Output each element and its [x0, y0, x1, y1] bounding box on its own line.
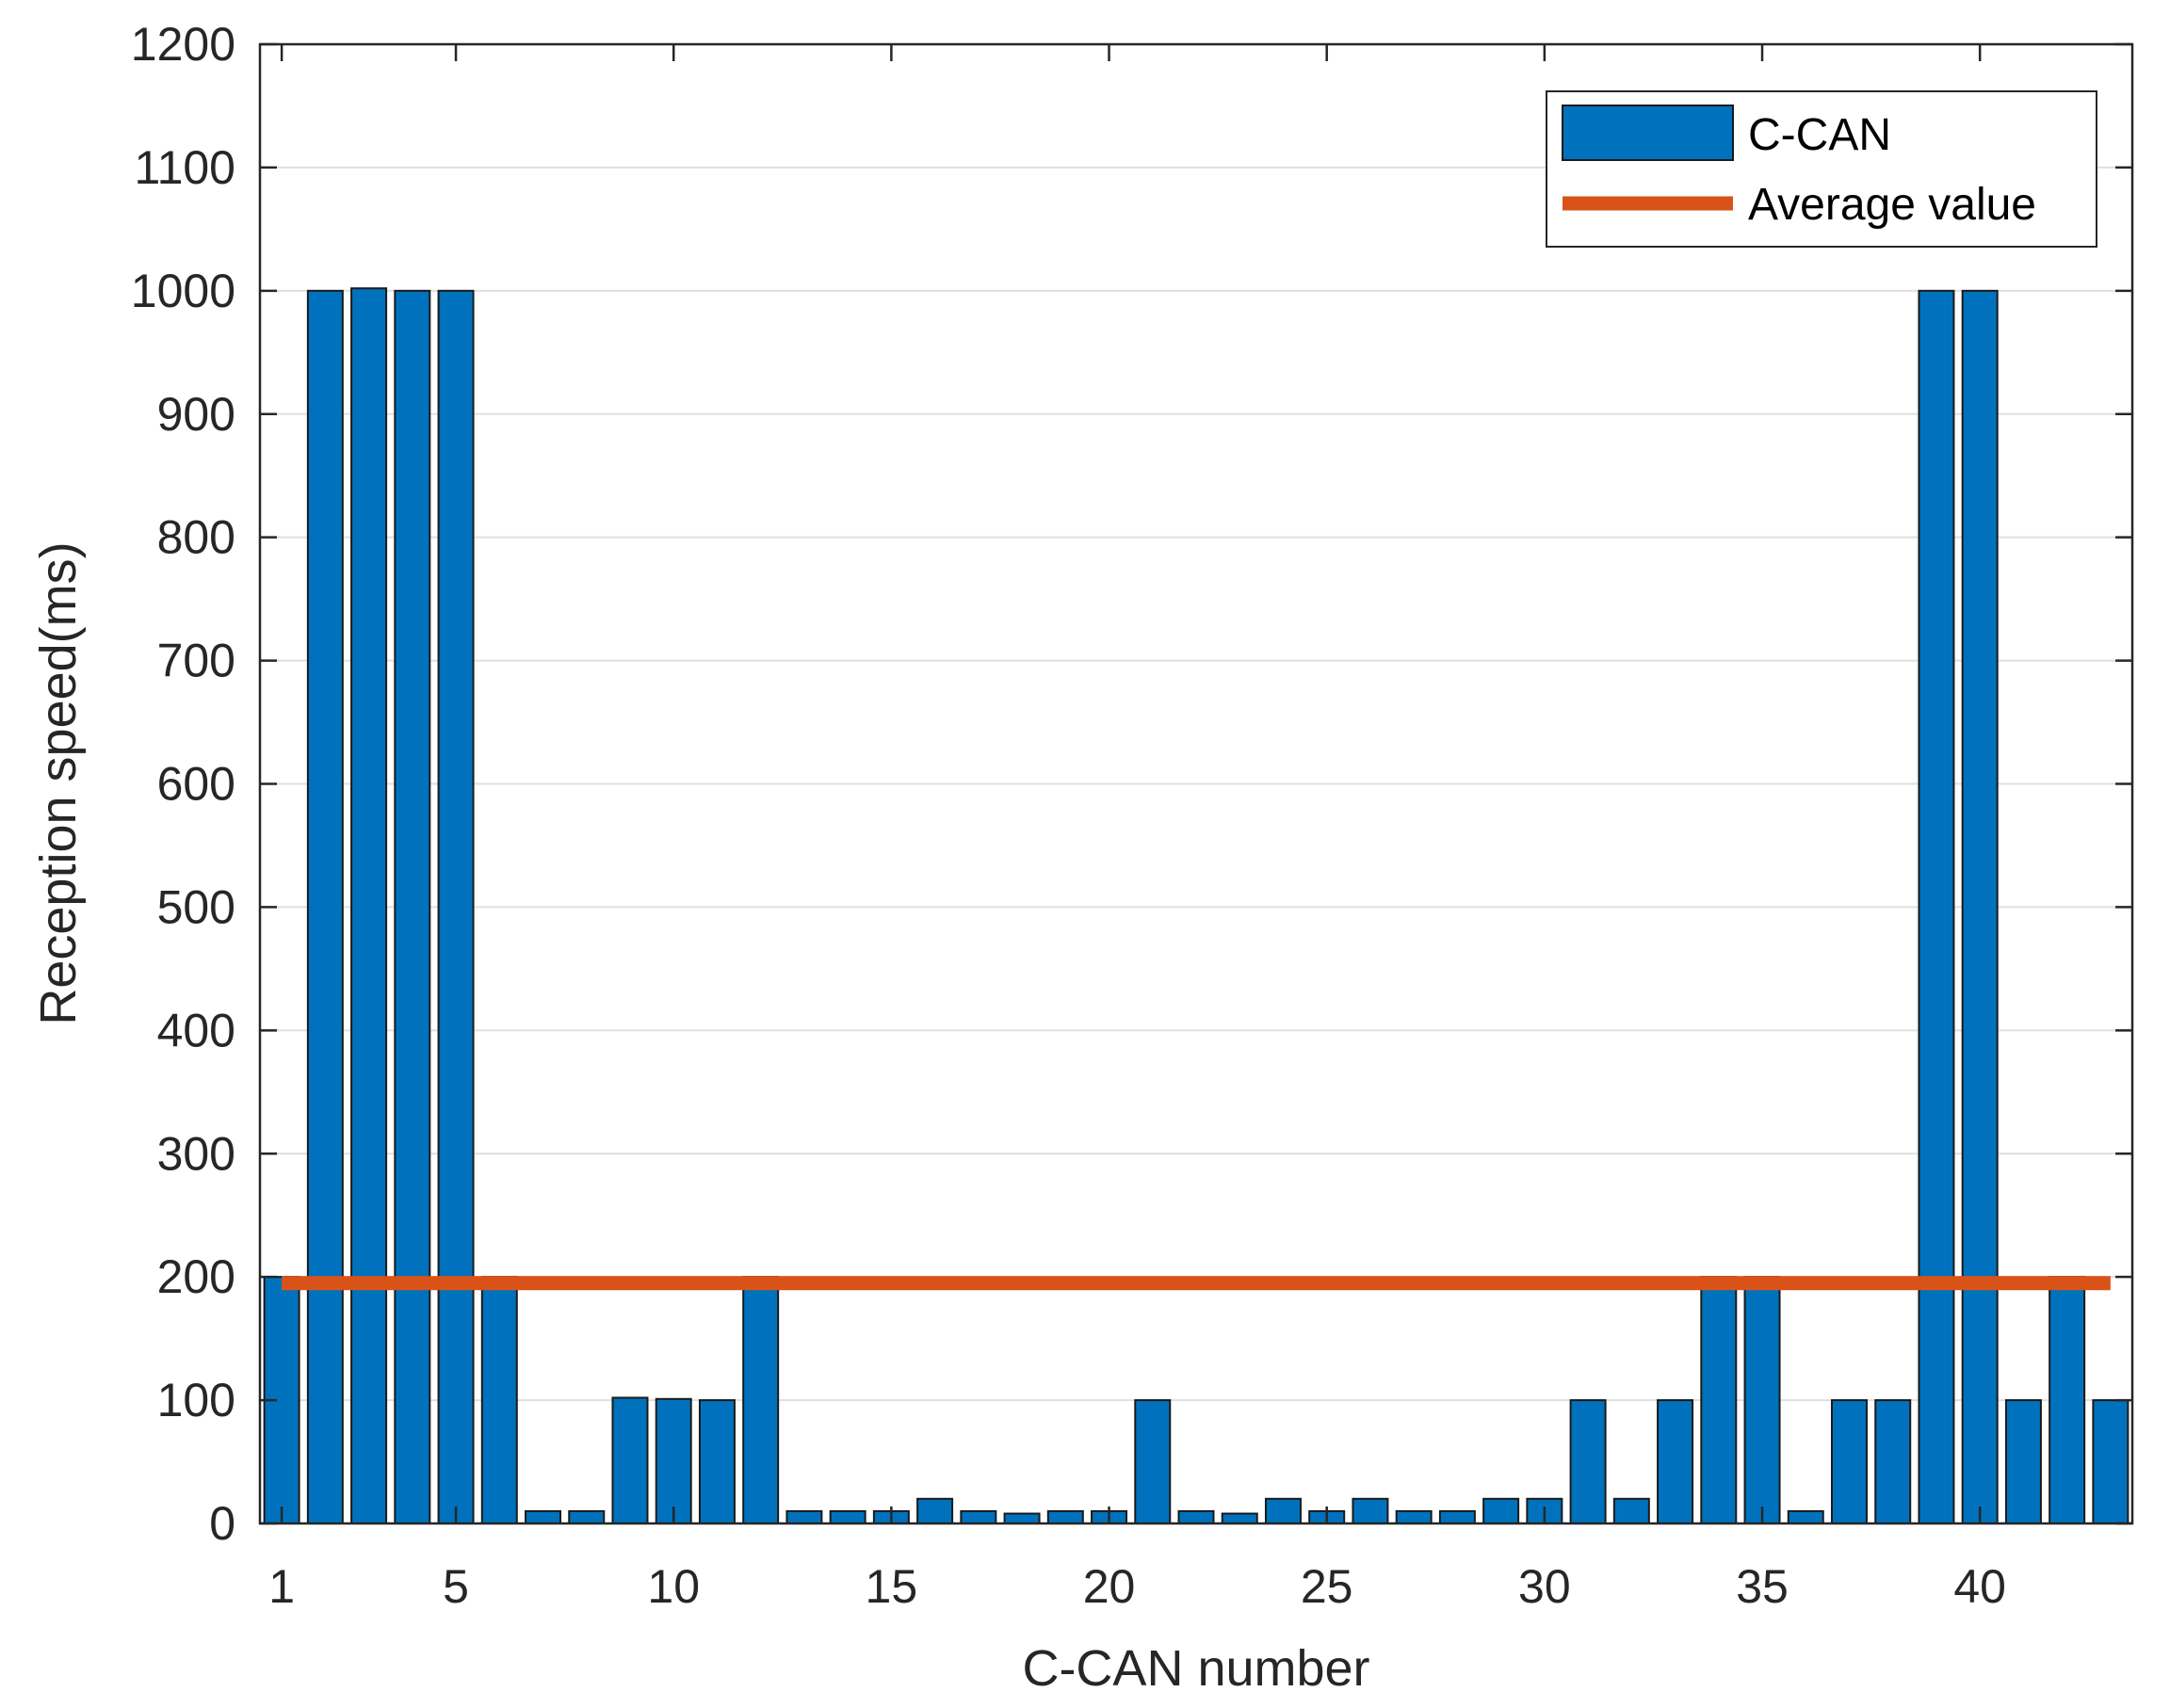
y-tick-label-500: 500 [157, 880, 235, 933]
bar-8 [568, 1509, 606, 1524]
y-tick-label-1100: 1100 [134, 141, 235, 194]
x-tick-label-15: 15 [866, 1560, 918, 1613]
bar-28 [1438, 1509, 1476, 1524]
bar-32 [1612, 1497, 1650, 1524]
bar-33 [1657, 1399, 1694, 1525]
y-tick-label-700: 700 [157, 635, 235, 687]
bar-5 [437, 289, 475, 1524]
y-tick-label-300: 300 [157, 1127, 235, 1180]
x-axis-ticks: 1 5 10 15 20 25 30 35 40 [268, 44, 2006, 1613]
bar-43 [2092, 1399, 2130, 1525]
x-tick-label-25: 25 [1301, 1560, 1353, 1613]
legend-label-average-value: Average value [1748, 180, 2036, 230]
y-tick-label-800: 800 [157, 511, 235, 564]
bar-21 [1134, 1399, 1172, 1525]
bar-37 [1830, 1399, 1868, 1525]
bar-10 [655, 1397, 692, 1524]
y-tick-label-200: 200 [157, 1250, 235, 1303]
bar-27 [1395, 1509, 1433, 1524]
bar-17 [960, 1509, 997, 1524]
bar-23 [1221, 1512, 1258, 1524]
bar-6 [480, 1276, 518, 1524]
y-tick-label-1000: 1000 [131, 265, 235, 317]
y-tick-label-0: 0 [209, 1497, 235, 1550]
bar-36 [1787, 1509, 1824, 1524]
bar-34 [1700, 1276, 1738, 1524]
bar-39 [1918, 289, 1955, 1524]
legend-swatch-c-can [1562, 105, 1734, 161]
bar-4 [394, 289, 431, 1524]
bar-42 [2049, 1276, 2086, 1524]
bar-9 [611, 1396, 649, 1524]
bar-12 [742, 1276, 780, 1524]
bar-3 [350, 287, 388, 1525]
bar-38 [1874, 1399, 1912, 1525]
bar-40 [1961, 289, 1999, 1524]
bar-35 [1743, 1276, 1781, 1524]
bar-11 [698, 1399, 736, 1525]
bar-26 [1352, 1497, 1389, 1524]
bar-41 [2004, 1399, 2042, 1525]
bar-24 [1264, 1497, 1302, 1524]
bar-2 [306, 289, 344, 1524]
bar-7 [525, 1509, 562, 1524]
y-tick-label-400: 400 [157, 1004, 235, 1056]
x-tick-label-5: 5 [443, 1560, 469, 1613]
bar-19 [1046, 1509, 1084, 1524]
bar-29 [1482, 1497, 1520, 1524]
x-tick-label-1: 1 [268, 1560, 295, 1613]
legend-label-c-can: C-CAN [1748, 110, 1891, 160]
bar-18 [1003, 1512, 1041, 1524]
x-tick-label-35: 35 [1736, 1560, 1789, 1613]
bar-31 [1569, 1399, 1607, 1525]
x-axis-title: C-CAN number [1022, 1640, 1369, 1697]
bar-22 [1177, 1509, 1215, 1524]
bar-16 [916, 1497, 954, 1524]
x-tick-label-20: 20 [1083, 1560, 1136, 1613]
x-tick-label-10: 10 [647, 1560, 700, 1613]
y-tick-label-1200: 1200 [131, 18, 235, 71]
y-tick-label-100: 100 [157, 1374, 235, 1426]
y-tick-label-900: 900 [157, 388, 235, 441]
legend: C-CAN Average value [1546, 90, 2097, 248]
y-axis-title: Reception speed(ms) [30, 541, 87, 1024]
x-tick-label-40: 40 [1953, 1560, 2006, 1613]
bar-series [263, 287, 2130, 1525]
y-tick-label-600: 600 [157, 758, 235, 811]
y-axis-ticks: 0 100 200 300 400 500 600 700 800 900 1000 1100 1200 [131, 18, 2132, 1550]
x-tick-label-30: 30 [1518, 1560, 1571, 1613]
bar-13 [785, 1509, 823, 1524]
bar-14 [829, 1509, 866, 1524]
